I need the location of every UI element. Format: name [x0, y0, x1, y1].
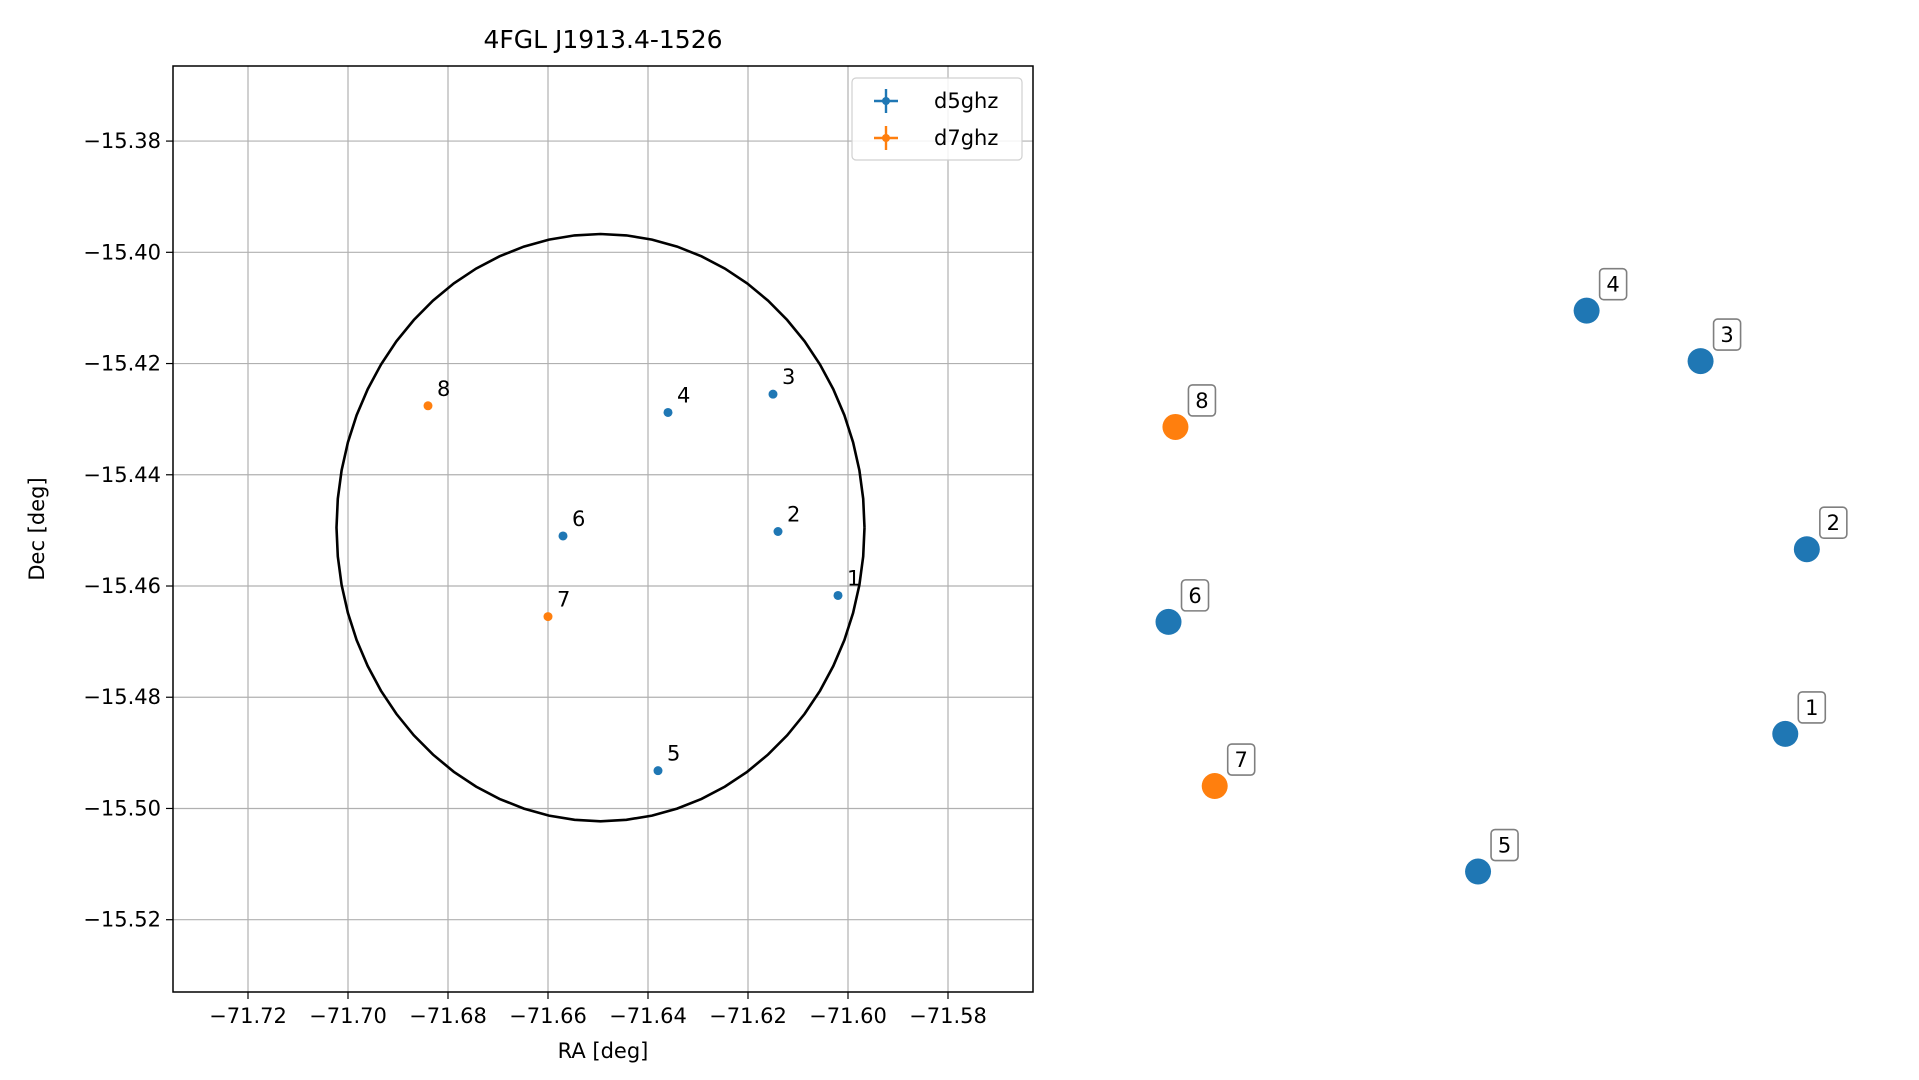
point-d5ghz-4 [663, 407, 673, 417]
y-tick-label: −15.44 [83, 463, 161, 487]
point-d5ghz-1 [833, 590, 843, 600]
legend-box [851, 77, 1023, 161]
side-point-d7ghz-7 [1201, 773, 1228, 800]
point-d7ghz-8 [423, 401, 433, 411]
side-point-label: 5 [1498, 834, 1511, 858]
legend-marker-dot [882, 134, 890, 142]
side-label-box [1226, 743, 1256, 776]
side-point-d5ghz-3 [1687, 348, 1714, 375]
point-d5ghz-2 [773, 527, 783, 537]
side-point-label: 6 [1188, 584, 1201, 608]
side-point-label: 7 [1235, 748, 1248, 772]
point-d5ghz-5 [653, 766, 663, 776]
point-label: 7 [557, 588, 570, 612]
side-label-box [1712, 318, 1742, 351]
point-label: 1 [847, 566, 860, 590]
side-point-d5ghz-4 [1573, 297, 1600, 324]
chart-title: 4FGL J1913.4-1526 [483, 25, 722, 54]
side-label-box [1797, 691, 1827, 724]
side-point-d5ghz-6 [1155, 608, 1182, 635]
point-label: 4 [677, 383, 690, 407]
legend-entry-d5ghz: d5ghz [934, 89, 998, 113]
point-label: 8 [437, 377, 450, 401]
data-points: 1 2 3 4 5 6 7 8 [423, 365, 860, 776]
point-d5ghz-6 [558, 531, 568, 541]
side-point-label: 3 [1720, 323, 1733, 347]
error-circle [335, 232, 866, 823]
x-tick-label: −71.68 [409, 1004, 487, 1028]
point-d7ghz-7 [543, 612, 553, 622]
point-label: 2 [787, 503, 800, 527]
y-tick-label: −15.50 [83, 796, 161, 820]
point-d5ghz-3 [768, 389, 778, 399]
x-tick-label: −71.72 [209, 1004, 287, 1028]
side-point-d7ghz-8 [1162, 413, 1189, 440]
point-label: 5 [667, 742, 680, 766]
legend-marker-dot [882, 97, 890, 105]
point-label: 3 [782, 365, 795, 389]
side-point-label: 8 [1195, 389, 1208, 413]
side-label-box [1598, 267, 1628, 301]
side-label-box [1490, 828, 1519, 862]
x-tick-label: −71.66 [509, 1004, 587, 1028]
y-tick-label: −15.52 [83, 908, 161, 932]
x-axis-ticks: −71.72 −71.70 −71.68 −71.66 −71.64 −71.62 −71.… [209, 992, 987, 1028]
y-tick-label: −15.42 [83, 352, 161, 376]
x-tick-label: −71.62 [709, 1004, 787, 1028]
y-tick-label: −15.40 [83, 240, 161, 264]
error-circle-path [335, 232, 866, 823]
x-tick-label: −71.64 [609, 1004, 687, 1028]
side-scatter-plot: 1 2 3 4 5 6 7 8 [1155, 267, 1848, 885]
side-point-label: 4 [1606, 273, 1619, 297]
x-axis-label: RA [deg] [558, 1039, 649, 1063]
x-tick-label: −71.70 [309, 1004, 387, 1028]
y-tick-label: −15.46 [83, 574, 161, 598]
y-tick-label: −15.38 [83, 129, 161, 153]
legend-entry-d7ghz: d7ghz [934, 126, 998, 150]
side-point-label: 1 [1805, 696, 1818, 720]
side-point-d5ghz-1 [1772, 720, 1799, 747]
y-axis-ticks: −15.38 −15.40 −15.42 −15.44 −15.46 −15.48 −15.… [83, 129, 173, 932]
side-label-box [1180, 579, 1210, 612]
legend: d5ghz d7ghz [851, 77, 1023, 161]
y-axis-label: Dec [deg] [25, 477, 49, 580]
x-tick-label: −71.60 [809, 1004, 887, 1028]
grid [173, 66, 1033, 992]
y-tick-label: −15.48 [83, 685, 161, 709]
side-point-d5ghz-5 [1465, 858, 1492, 885]
plot-frame [172, 65, 1034, 993]
side-label-box [1187, 384, 1217, 417]
side-point-label: 2 [1827, 511, 1840, 535]
side-label-box [1819, 506, 1848, 540]
x-tick-label: −71.58 [909, 1004, 987, 1028]
point-label: 6 [572, 507, 585, 531]
side-point-d5ghz-2 [1793, 536, 1820, 563]
